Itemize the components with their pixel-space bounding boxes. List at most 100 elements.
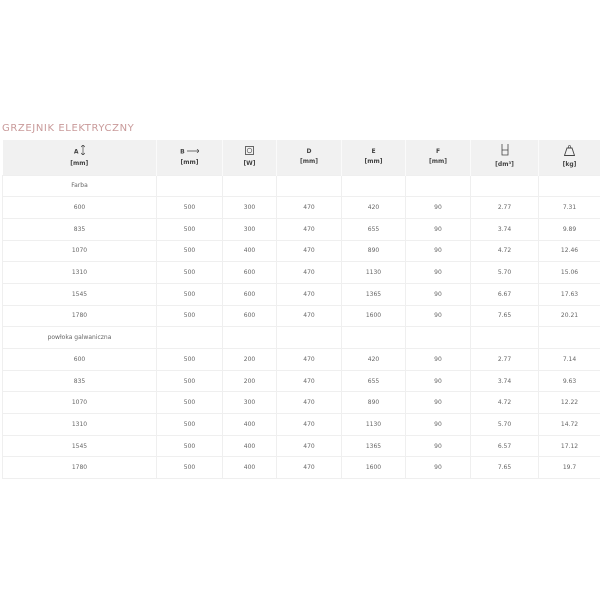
table-cell: 90 xyxy=(405,261,471,284)
column-header: F [mm] xyxy=(405,140,471,175)
table-cell: 90 xyxy=(405,413,471,436)
column-header: [W] xyxy=(222,140,277,175)
group-name: powłoka galwaniczna xyxy=(2,326,157,349)
table-cell: 200 xyxy=(222,369,277,393)
empty-cell xyxy=(156,326,223,349)
table-cell: 5.70 xyxy=(470,261,539,284)
column-header: [dm³] xyxy=(470,140,539,175)
table-row: 600 500 200 470 420 90 2.77 7.14 xyxy=(2,348,600,371)
table-cell: 470 xyxy=(276,348,342,371)
table-cell: 6.67 xyxy=(470,282,539,306)
table-cell: 1780 xyxy=(2,304,157,328)
empty-cell xyxy=(470,326,539,349)
table-cell: 3.74 xyxy=(470,217,539,241)
table-cell: 5.70 xyxy=(470,413,539,436)
table-cell: 7.65 xyxy=(470,304,539,328)
column-unit: [dm³] xyxy=(495,161,514,169)
table-cell: 600 xyxy=(222,304,277,328)
table-cell: 90 xyxy=(405,391,471,415)
table-cell: 835 xyxy=(2,217,157,241)
table-cell: 90 xyxy=(405,304,471,328)
table-cell: 4.72 xyxy=(470,239,539,263)
table-row: 1070 500 300 470 890 90 4.72 12.22 xyxy=(2,391,600,415)
table-cell: 1545 xyxy=(2,282,157,306)
table-cell: 420 xyxy=(341,196,406,219)
table-cell: 1310 xyxy=(2,413,157,436)
table-cell: 9.89 xyxy=(538,217,600,241)
table-row: 1780 500 400 470 1600 90 7.65 19.7 xyxy=(2,456,600,480)
specs-table: A [mm] B [mm] [W] D [mm] E [mm] F [mm] [dm³] [k… xyxy=(2,140,600,480)
table-cell: 90 xyxy=(405,369,471,393)
table-cell: 1780 xyxy=(2,456,157,480)
table-row: 600 500 300 470 420 90 2.77 7.31 xyxy=(2,196,600,219)
table-cell: 470 xyxy=(276,434,342,458)
table-cell: 15.06 xyxy=(538,261,600,284)
table-cell: 600 xyxy=(222,282,277,306)
table-cell: 1130 xyxy=(341,261,406,284)
table-cell: 500 xyxy=(156,413,223,436)
table-row: 1780 500 600 470 1600 90 7.65 20.21 xyxy=(2,304,600,328)
table-cell: 90 xyxy=(405,217,471,241)
table-cell: 1070 xyxy=(2,391,157,415)
table-cell: 300 xyxy=(222,391,277,415)
table-row: 1545 500 600 470 1365 90 6.67 17.63 xyxy=(2,282,600,306)
table-cell: 400 xyxy=(222,434,277,458)
header-row: A [mm] B [mm] [W] D [mm] E [mm] F [mm] [dm³] [k… xyxy=(2,140,600,175)
table-cell: 500 xyxy=(156,391,223,415)
table-cell: 420 xyxy=(341,348,406,371)
table-cell: 300 xyxy=(222,196,277,219)
column-header: B [mm] xyxy=(156,140,223,175)
table-cell: 500 xyxy=(156,239,223,263)
horizontal-arrow-icon xyxy=(186,147,200,157)
table-cell: 1600 xyxy=(341,304,406,328)
table-row: 1310 500 600 470 1130 90 5.70 15.06 xyxy=(2,261,600,284)
table-cell: 90 xyxy=(405,239,471,263)
column-label: A xyxy=(73,148,79,156)
empty-cell xyxy=(405,326,471,349)
table-cell: 500 xyxy=(156,196,223,219)
column-unit: [mm] xyxy=(300,158,318,166)
table-cell: 1070 xyxy=(2,239,157,263)
table-cell: 2.77 xyxy=(470,348,539,371)
table-cell: 655 xyxy=(341,217,406,241)
column-label: F xyxy=(435,148,441,156)
group-row: Farba xyxy=(2,174,600,198)
table-row: 835 500 200 470 655 90 3.74 9.63 xyxy=(2,369,600,393)
empty-cell xyxy=(341,174,406,198)
table-cell: 470 xyxy=(276,369,342,393)
table-row: 1310 500 400 470 1130 90 5.70 14.72 xyxy=(2,413,600,436)
table-row: 1545 500 400 470 1365 90 6.57 17.12 xyxy=(2,434,600,458)
empty-cell xyxy=(222,174,277,198)
empty-cell xyxy=(222,326,277,349)
empty-cell xyxy=(405,174,471,198)
group-name: Farba xyxy=(2,174,157,198)
empty-cell xyxy=(276,174,342,198)
column-unit: [W] xyxy=(243,159,256,167)
table-cell: 1365 xyxy=(341,282,406,306)
table-cell: 500 xyxy=(156,282,223,306)
table-cell: 200 xyxy=(222,348,277,371)
table-cell: 470 xyxy=(276,217,342,241)
table-cell: 500 xyxy=(156,261,223,284)
table-cell: 90 xyxy=(405,456,471,480)
column-header: D [mm] xyxy=(276,140,342,175)
weight-icon xyxy=(563,145,576,160)
column-unit: [mm] xyxy=(180,158,199,166)
empty-cell xyxy=(156,174,223,198)
table-cell: 470 xyxy=(276,413,342,436)
table-cell: 12.46 xyxy=(538,239,600,263)
table-cell: 14.72 xyxy=(538,413,600,436)
table-cell: 7.31 xyxy=(538,196,600,219)
table-row: 835 500 300 470 655 90 3.74 9.89 xyxy=(2,217,600,241)
table-cell: 470 xyxy=(276,261,342,284)
table-row: 1070 500 400 470 890 90 4.72 12.46 xyxy=(2,239,600,263)
table-cell: 500 xyxy=(156,434,223,458)
volume-icon xyxy=(501,144,509,160)
table-cell: 470 xyxy=(276,456,342,480)
table-cell: 500 xyxy=(156,369,223,393)
table-cell: 470 xyxy=(276,239,342,263)
table-cell: 600 xyxy=(2,196,157,219)
table-cell: 1365 xyxy=(341,434,406,458)
table-cell: 90 xyxy=(405,434,471,458)
table-cell: 3.74 xyxy=(470,369,539,393)
